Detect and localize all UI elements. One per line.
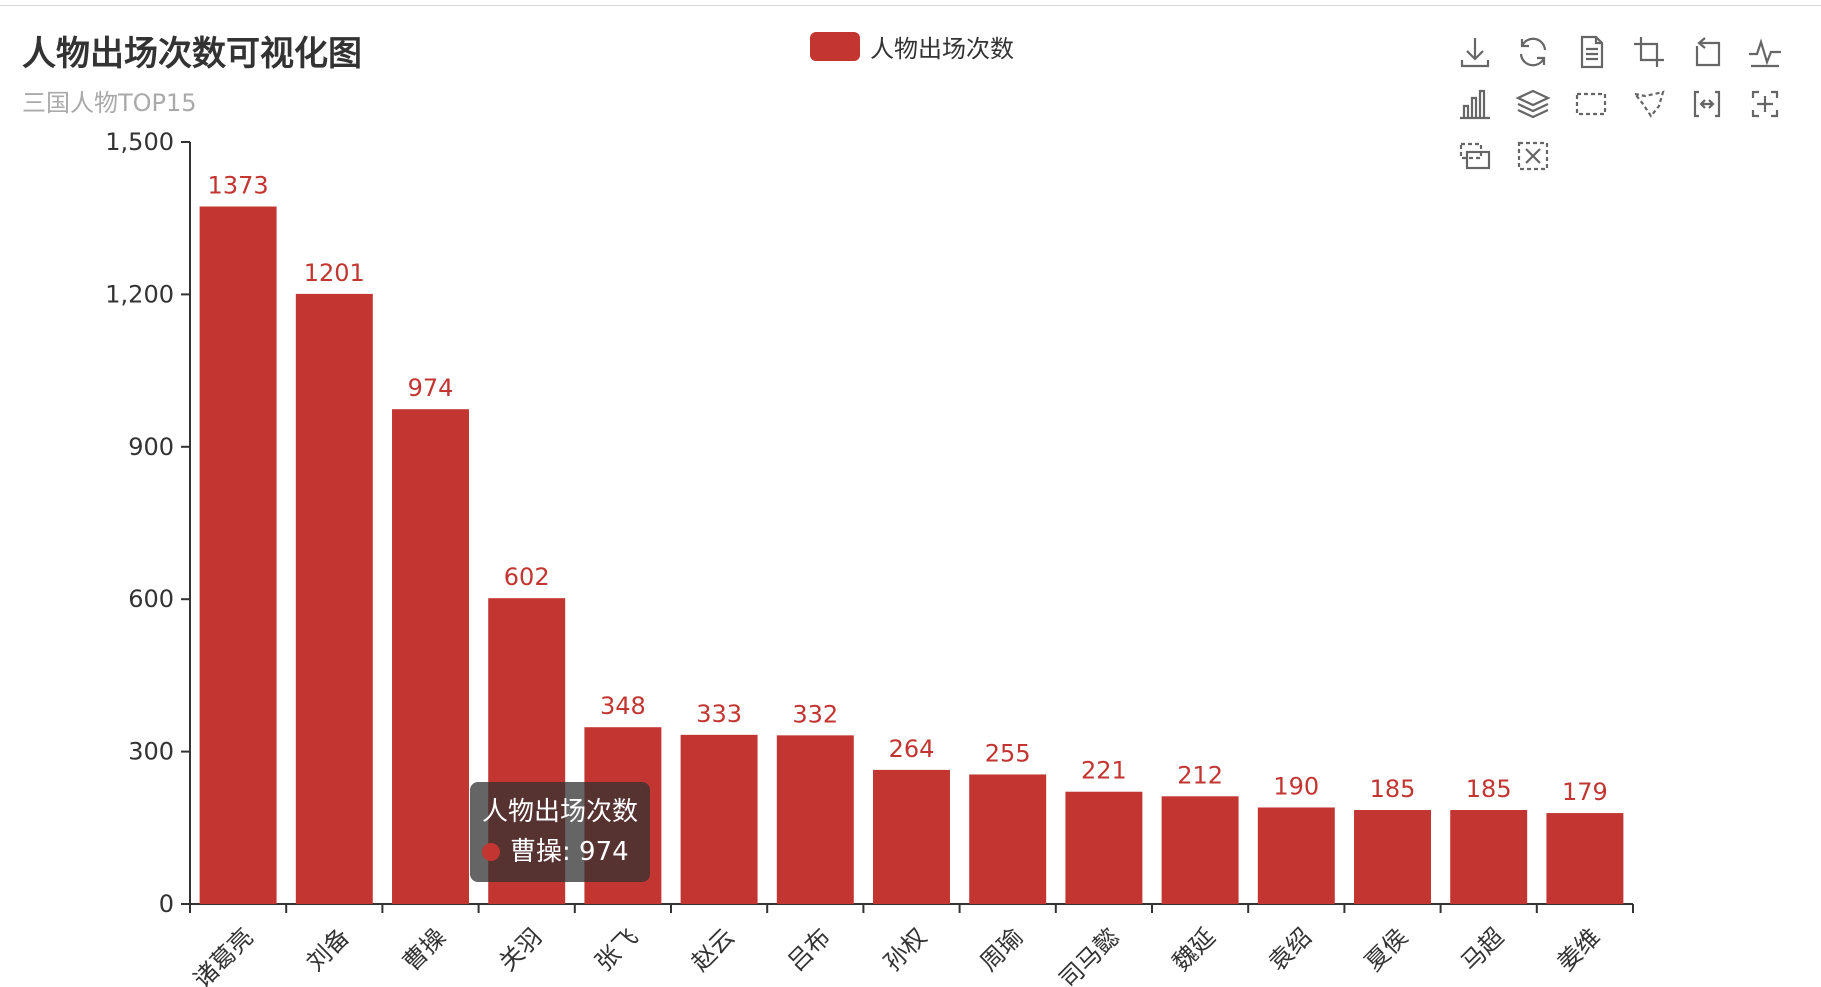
x-tick-label: 魏延	[1167, 923, 1221, 977]
bar[interactable]	[873, 769, 950, 904]
top-divider	[0, 5, 1821, 6]
bar[interactable]	[1065, 791, 1143, 904]
bar[interactable]	[1257, 807, 1335, 904]
x-tick-label: 关羽	[494, 923, 548, 977]
data-label: 190	[1273, 772, 1319, 800]
legend-label: 人物出场次数	[870, 34, 1014, 63]
data-label: 264	[889, 735, 935, 763]
x-tick-label: 曹操	[397, 923, 451, 977]
bar[interactable]	[969, 774, 1047, 904]
y-tick-label: 300	[128, 738, 174, 766]
x-tick-label: 夏侯	[1359, 923, 1413, 977]
lasso-select-icon[interactable]	[1629, 84, 1669, 124]
tooltip-item-text: 曹操: 974	[510, 837, 629, 867]
data-label: 602	[504, 563, 550, 591]
data-label: 212	[1177, 761, 1223, 789]
bar[interactable]	[295, 293, 373, 905]
line-chart-icon[interactable]	[1745, 32, 1785, 72]
data-label: 332	[792, 700, 838, 728]
rect-select-icon[interactable]	[1571, 84, 1611, 124]
bar[interactable]	[1546, 813, 1624, 904]
bar[interactable]	[776, 735, 854, 904]
tooltip-series: 人物出场次数	[482, 797, 639, 827]
x-tick-label: 司马懿	[1054, 923, 1125, 987]
legend-item[interactable]: 人物出场次数	[810, 28, 1014, 64]
brush-select-icon[interactable]	[1745, 84, 1785, 124]
zoom-reset-icon[interactable]	[1687, 32, 1727, 72]
x-tick-label: 袁绍	[1263, 923, 1317, 977]
bar[interactable]	[199, 206, 277, 905]
download-icon[interactable]	[1455, 32, 1495, 72]
data-label: 221	[1081, 757, 1127, 785]
bar[interactable]	[392, 409, 469, 904]
bar-chart-icon[interactable]	[1455, 84, 1495, 124]
y-tick-label: 0	[159, 890, 174, 918]
data-label: 179	[1562, 778, 1608, 806]
chart-title: 人物出场次数可视化图	[22, 34, 362, 74]
x-tick-label: 刘备	[301, 923, 355, 977]
x-tick-label: 孙权	[878, 923, 932, 977]
x-tick-label: 吕布	[782, 923, 836, 977]
zoom-icon[interactable]	[1629, 32, 1669, 72]
y-tick-label: 1,500	[105, 128, 174, 156]
y-tick-label: 900	[128, 433, 174, 461]
data-label: 333	[696, 700, 742, 728]
data-label: 1201	[304, 259, 365, 287]
data-label: 1373	[208, 172, 269, 200]
data-label: 185	[1370, 775, 1416, 803]
data-label: 974	[408, 374, 454, 402]
brush-rect-icon[interactable]	[1455, 136, 1495, 176]
x-tick-label: 马超	[1456, 923, 1510, 977]
refresh-icon[interactable]	[1513, 32, 1553, 72]
x-tick-label: 周瑜	[975, 923, 1029, 977]
y-tick-label: 1,200	[105, 280, 174, 308]
bar[interactable]	[680, 734, 758, 904]
data-label: 255	[985, 739, 1031, 767]
x-tick-label: 姜维	[1552, 923, 1606, 977]
chart-subtitle: 三国人物TOP15	[22, 89, 197, 117]
brush-clear-icon[interactable]	[1513, 136, 1553, 176]
data-label: 185	[1466, 775, 1512, 803]
x-tick-label: 诸葛亮	[188, 923, 259, 987]
data-label: 348	[600, 692, 646, 720]
bar[interactable]	[1450, 810, 1528, 904]
x-tick-label: 赵云	[686, 923, 740, 977]
data-view-icon[interactable]	[1571, 32, 1611, 72]
keep-select-icon[interactable]	[1687, 84, 1727, 124]
y-tick-label: 600	[128, 585, 174, 613]
tooltip: 人物出场次数 曹操: 974	[470, 782, 651, 882]
tooltip-dot	[482, 843, 500, 861]
bar[interactable]	[1161, 796, 1239, 904]
bar[interactable]	[1354, 810, 1431, 904]
stack-icon[interactable]	[1513, 84, 1553, 124]
tooltip-item: 曹操: 974	[482, 832, 638, 872]
x-tick-label: 张飞	[590, 923, 644, 977]
legend-swatch	[810, 31, 860, 61]
